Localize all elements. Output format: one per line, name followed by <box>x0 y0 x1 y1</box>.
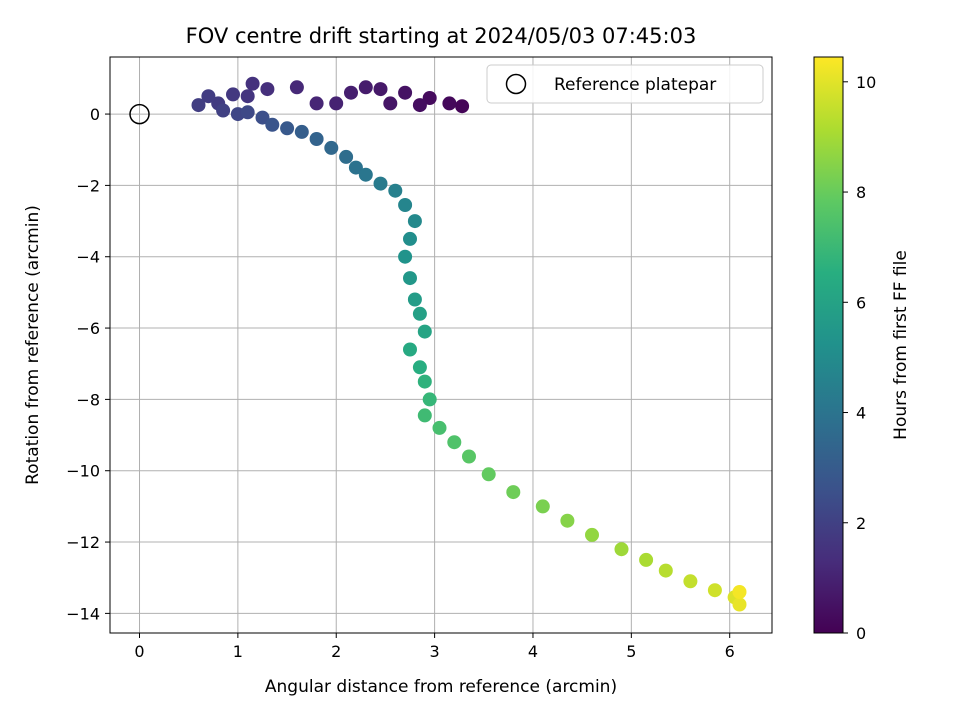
data-point <box>683 574 698 589</box>
data-point <box>280 121 295 136</box>
data-point <box>240 89 255 104</box>
data-point <box>289 80 304 95</box>
y-axis-title: Rotation from reference (arcmin) <box>23 205 43 485</box>
colorbar-ticks: 0 2 4 6 8 10 <box>843 73 876 643</box>
y-tick-label: −14 <box>66 604 100 623</box>
colorbar-tick-label: 10 <box>856 73 876 92</box>
y-tick-label: −12 <box>66 533 100 552</box>
data-point <box>240 105 255 120</box>
colorbar-tick-label: 6 <box>856 293 866 312</box>
data-point <box>422 392 437 407</box>
data-point <box>344 85 358 100</box>
grid-lines <box>110 57 772 633</box>
x-tick-label: 5 <box>626 642 636 661</box>
data-point <box>294 124 309 139</box>
data-point <box>412 306 427 321</box>
data-point <box>388 183 403 198</box>
x-tick-label: 2 <box>331 642 341 661</box>
data-point <box>245 76 260 91</box>
data-point <box>462 449 476 464</box>
data-point <box>422 91 437 105</box>
data-point <box>432 420 447 435</box>
data-point <box>732 597 747 612</box>
data-point <box>226 87 240 102</box>
data-point <box>585 527 599 542</box>
data-point <box>339 149 354 164</box>
y-axis-ticks: 0 −2 −4 −6 −8 −10 −12 −14 <box>66 105 110 623</box>
data-point <box>358 80 373 95</box>
data-point <box>329 96 344 111</box>
y-tick-label: −6 <box>76 319 100 338</box>
data-point <box>373 176 388 191</box>
data-point <box>535 499 550 514</box>
x-axis-ticks: 0 1 2 3 4 5 6 <box>134 633 735 661</box>
legend-box <box>486 64 764 104</box>
data-point <box>455 99 470 114</box>
data-point <box>560 513 575 528</box>
chart-title: FOV centre drift starting at 2024/05/03 … <box>186 24 697 48</box>
y-tick-label: 0 <box>90 105 100 124</box>
data-point <box>260 82 275 97</box>
y-tick-label: −4 <box>76 248 100 267</box>
data-point <box>398 249 413 264</box>
data-points <box>191 76 747 612</box>
plot-frame <box>109 56 773 634</box>
x-tick-label: 4 <box>528 642 538 661</box>
colorbar-gradient <box>813 56 844 634</box>
x-tick-label: 3 <box>430 642 440 661</box>
data-point <box>324 140 339 155</box>
x-tick-label: 1 <box>233 642 243 661</box>
colorbar: 0 2 4 6 8 10 Hours from first FF file <box>813 56 911 643</box>
x-tick-label: 0 <box>134 642 144 661</box>
colorbar-tick-label: 8 <box>856 183 866 202</box>
legend: Reference platepar <box>486 64 764 104</box>
colorbar-tick-label: 0 <box>856 624 866 643</box>
data-point <box>309 132 324 146</box>
data-point <box>383 96 398 111</box>
colorbar-tick-label: 2 <box>856 514 866 533</box>
data-point <box>265 117 280 132</box>
data-point <box>442 96 457 111</box>
data-point <box>403 271 417 286</box>
data-point <box>201 89 216 104</box>
data-point <box>417 324 432 339</box>
data-point <box>407 292 422 307</box>
data-point <box>639 552 654 567</box>
colorbar-label: Hours from first FF file <box>891 250 911 440</box>
data-point <box>412 98 427 113</box>
data-point <box>658 563 673 578</box>
data-point <box>407 214 422 229</box>
data-point <box>447 435 462 450</box>
data-point <box>412 360 427 375</box>
data-point <box>417 408 432 423</box>
data-point <box>614 542 629 557</box>
data-point <box>398 85 413 100</box>
reference-marker <box>129 103 150 125</box>
data-point <box>191 98 206 113</box>
data-point <box>358 167 373 182</box>
x-tick-label: 6 <box>725 642 735 661</box>
data-point <box>403 231 417 246</box>
reference-platepar-marker <box>129 103 150 125</box>
data-point <box>732 585 747 599</box>
data-point <box>707 583 722 598</box>
x-axis-title: Angular distance from reference (arcmin) <box>265 677 617 697</box>
data-point <box>481 467 496 482</box>
colorbar-tick-label: 4 <box>856 404 866 423</box>
data-point <box>373 82 388 97</box>
data-point <box>417 374 432 389</box>
legend-marker-circle <box>505 73 527 95</box>
data-point <box>255 110 270 125</box>
data-point <box>506 485 521 500</box>
y-tick-label: −8 <box>76 390 100 409</box>
data-point <box>348 160 363 175</box>
data-point <box>403 342 417 357</box>
y-tick-label: −10 <box>66 462 100 481</box>
data-point <box>398 198 413 212</box>
data-point <box>309 96 324 111</box>
y-tick-label: −2 <box>76 176 100 195</box>
legend-label: Reference platepar <box>554 75 716 95</box>
data-point <box>216 103 231 118</box>
